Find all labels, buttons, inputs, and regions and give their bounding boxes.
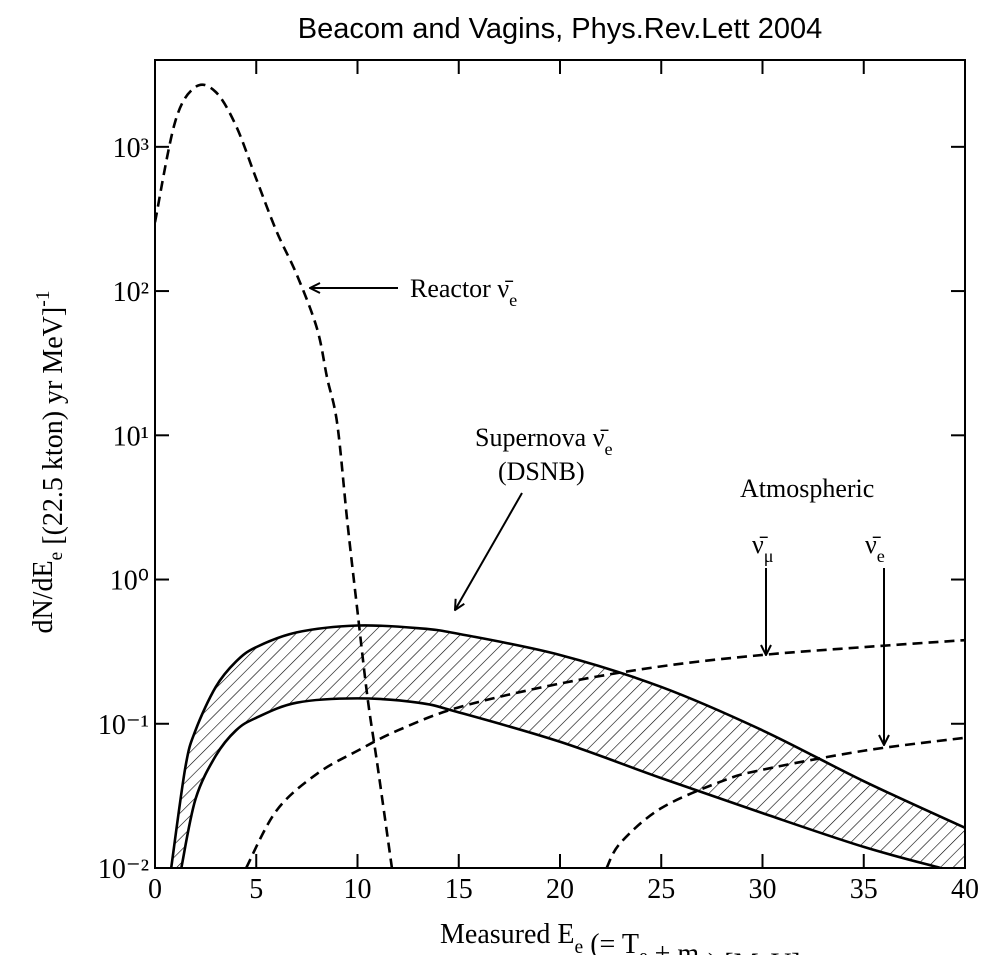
annotation: Atmospheric [740, 474, 874, 503]
x-axis-label-text: ) [MeV] [708, 948, 801, 955]
x-tick-label: 0 [148, 874, 162, 905]
annotation: (DSNB) [498, 457, 585, 486]
annotation-text: Atmospheric [740, 474, 874, 503]
x-axis-label: Measured Ee (= Te + me) [MeV] [440, 919, 800, 955]
annotation: Reactor ν̄e [410, 274, 517, 310]
line-series [244, 638, 965, 868]
x-tick-label: 15 [445, 874, 473, 905]
plot-area [155, 83, 965, 868]
x-tick-label: 40 [951, 874, 979, 905]
hatched-band [171, 625, 965, 868]
annotation-subscript: e [877, 546, 885, 566]
y-axis-label-text: [(22.5 kton) yr MeV] [38, 307, 69, 552]
y-tick-label: 10⁻² [98, 854, 149, 885]
x-tick-label: 25 [647, 874, 675, 905]
y-tick-label: 10¹ [113, 421, 149, 452]
y-axis-label: dN/dEe [(22.5 kton) yr MeV]-1 [28, 290, 69, 633]
x-tick-label: 35 [850, 874, 878, 905]
y-tick-label: 10³ [113, 133, 149, 164]
x-axis-label-text: (= T [583, 929, 639, 955]
x-tick-label: 20 [546, 874, 574, 905]
x-axis-label-text: + m [648, 939, 700, 955]
line-series [169, 624, 965, 868]
line-series [155, 83, 394, 868]
annotation-text: Reactor ν̄ [410, 274, 513, 303]
chart-title: Beacom and Vagins, Phys.Rev.Lett 2004 [298, 13, 822, 45]
annotation-subscript: μ [764, 546, 774, 566]
y-axis-label-text: dN/dE [28, 560, 59, 633]
annotation: Supernova ν̄e [475, 423, 613, 459]
annotation-subscript: e [604, 439, 612, 459]
y-tick-label: 10² [113, 277, 149, 308]
x-tick-label: 30 [749, 874, 777, 905]
x-axis-label-subscript: e [639, 947, 648, 955]
y-axis-label-subscript: e [46, 551, 67, 560]
annotation-text: Supernova ν̄ [475, 423, 608, 452]
y-axis-label-superscript: -1 [33, 290, 54, 306]
annotation-subscript: e [509, 290, 517, 310]
x-axis-label-subscript: e [575, 937, 584, 955]
annotation-arrow [455, 492, 523, 610]
x-tick-label: 10 [344, 874, 372, 905]
x-axis-label-text: Measured E [440, 919, 575, 950]
y-tick-label: 10⁰ [110, 566, 149, 597]
y-tick-label: 10⁻¹ [98, 710, 149, 741]
x-tick-label: 5 [249, 874, 263, 905]
line-series [180, 697, 942, 868]
annotation-text: (DSNB) [498, 457, 585, 486]
